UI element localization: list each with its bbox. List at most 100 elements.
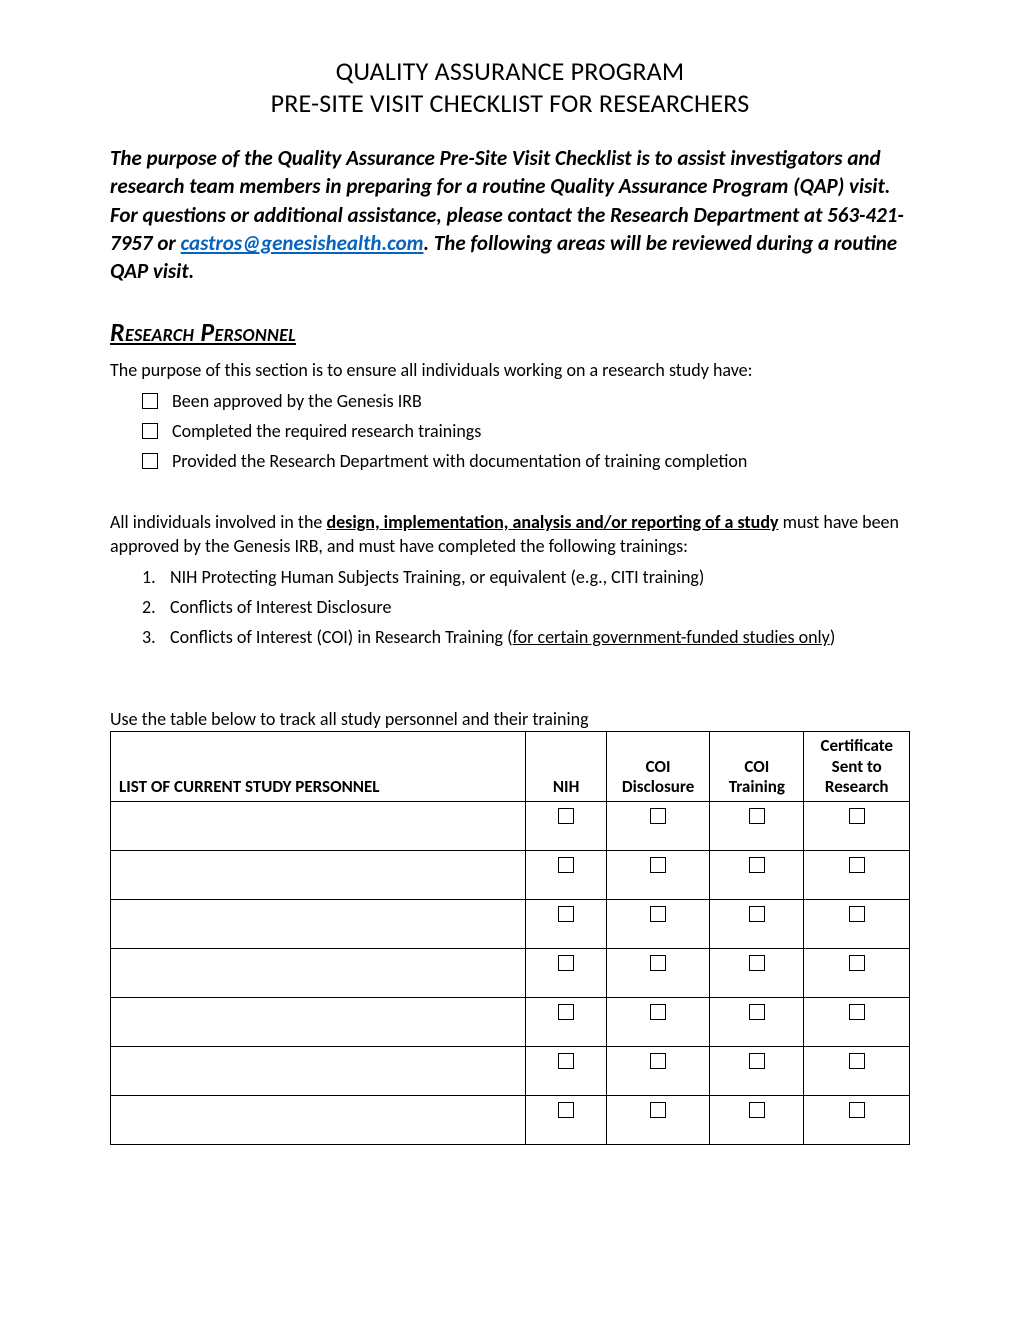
checkbox-icon[interactable] xyxy=(650,955,666,971)
contact-email-link[interactable]: castros@genesishealth.com xyxy=(181,230,424,256)
training-item-text-post: ) xyxy=(830,626,835,648)
cell-nih xyxy=(526,1047,607,1096)
checkbox-icon[interactable] xyxy=(142,453,158,469)
training-item-text: NIH Protecting Human Subjects Training, … xyxy=(170,566,704,588)
checkbox-icon[interactable] xyxy=(558,955,574,971)
trainings-intro-paragraph: All individuals involved in the design, … xyxy=(110,510,910,559)
cell-nih xyxy=(526,949,607,998)
checkbox-icon[interactable] xyxy=(849,808,865,824)
cell-coi-disclosure xyxy=(607,900,710,949)
cell-certificate xyxy=(804,998,910,1047)
cell-coi-training xyxy=(710,851,804,900)
cell-nih xyxy=(526,900,607,949)
title-line-1: QUALITY ASSURANCE PROGRAM xyxy=(110,55,910,87)
cell-coi-training xyxy=(710,1047,804,1096)
cell-coi-training xyxy=(710,1096,804,1145)
cell-nih xyxy=(526,802,607,851)
document-page: QUALITY ASSURANCE PROGRAM PRE-SITE VISIT… xyxy=(0,0,1020,1320)
title-line-2: PRE-SITE VISIT CHECKLIST FOR RESEARCHERS xyxy=(110,87,910,119)
cell-personnel-name[interactable] xyxy=(111,1047,526,1096)
cell-certificate xyxy=(804,900,910,949)
checkbox-icon[interactable] xyxy=(749,955,765,971)
cell-certificate xyxy=(804,802,910,851)
cell-coi-disclosure xyxy=(607,851,710,900)
checkbox-icon[interactable] xyxy=(749,906,765,922)
checkbox-icon[interactable] xyxy=(849,1053,865,1069)
checkbox-icon[interactable] xyxy=(142,393,158,409)
section-purpose-text: The purpose of this section is to ensure… xyxy=(110,358,910,382)
cell-personnel-name[interactable] xyxy=(111,851,526,900)
cell-personnel-name[interactable] xyxy=(111,1096,526,1145)
intro-paragraph: The purpose of the Quality Assurance Pre… xyxy=(110,144,910,286)
checklist-item: Been approved by the Genesis IRB xyxy=(142,388,910,416)
cell-coi-training xyxy=(710,900,804,949)
table-header-row: LIST OF CURRENT STUDY PERSONNEL NIH COI … xyxy=(111,732,910,802)
training-item-text-underline: for certain government-funded studies on… xyxy=(513,626,830,648)
checkbox-icon[interactable] xyxy=(558,1004,574,1020)
table-caption: Use the table below to track all study p… xyxy=(110,707,910,731)
checkbox-icon[interactable] xyxy=(558,808,574,824)
checkbox-icon[interactable] xyxy=(650,1102,666,1118)
col-header-nih: NIH xyxy=(526,732,607,802)
training-item-text: Conflicts of Interest Disclosure xyxy=(170,596,391,618)
checklist-item: Provided the Research Department with do… xyxy=(142,448,910,476)
personnel-table: LIST OF CURRENT STUDY PERSONNEL NIH COI … xyxy=(110,731,910,1145)
checklist-item-label: Completed the required research training… xyxy=(172,418,481,446)
cell-certificate xyxy=(804,949,910,998)
checkbox-icon[interactable] xyxy=(650,857,666,873)
checkbox-icon[interactable] xyxy=(849,906,865,922)
cell-nih xyxy=(526,1096,607,1145)
cell-personnel-name[interactable] xyxy=(111,998,526,1047)
cell-coi-disclosure xyxy=(607,949,710,998)
checkbox-icon[interactable] xyxy=(558,857,574,873)
checklist-item-label: Been approved by the Genesis IRB xyxy=(172,388,422,416)
cell-coi-disclosure xyxy=(607,1047,710,1096)
checkbox-icon[interactable] xyxy=(849,1102,865,1118)
table-row xyxy=(111,1096,910,1145)
checkbox-icon[interactable] xyxy=(558,1102,574,1118)
cell-personnel-name[interactable] xyxy=(111,802,526,851)
checkbox-icon[interactable] xyxy=(558,906,574,922)
requirements-checklist: Been approved by the Genesis IRB Complet… xyxy=(142,388,910,476)
training-item-number: 2. xyxy=(142,594,170,622)
checkbox-icon[interactable] xyxy=(749,1004,765,1020)
cell-nih xyxy=(526,998,607,1047)
cell-personnel-name[interactable] xyxy=(111,900,526,949)
checkbox-icon[interactable] xyxy=(650,1004,666,1020)
training-item: 3.Conflicts of Interest (COI) in Researc… xyxy=(142,624,910,652)
checkbox-icon[interactable] xyxy=(849,1004,865,1020)
table-body xyxy=(111,802,910,1145)
checklist-item: Completed the required research training… xyxy=(142,418,910,446)
cell-certificate xyxy=(804,851,910,900)
cell-personnel-name[interactable] xyxy=(111,949,526,998)
checkbox-icon[interactable] xyxy=(650,1053,666,1069)
table-row xyxy=(111,802,910,851)
cell-coi-training xyxy=(710,998,804,1047)
checkbox-icon[interactable] xyxy=(142,423,158,439)
training-item-number: 3. xyxy=(142,624,170,652)
checkbox-icon[interactable] xyxy=(558,1053,574,1069)
cell-certificate xyxy=(804,1096,910,1145)
checkbox-icon[interactable] xyxy=(749,857,765,873)
cell-coi-training xyxy=(710,802,804,851)
table-row xyxy=(111,949,910,998)
trainings-intro-emphasis: design, implementation, analysis and/or … xyxy=(326,511,778,533)
col-header-coi-disclosure: COI Disclosure xyxy=(607,732,710,802)
cell-nih xyxy=(526,851,607,900)
trainings-list: 1.NIH Protecting Human Subjects Training… xyxy=(142,564,910,652)
document-title: QUALITY ASSURANCE PROGRAM PRE-SITE VISIT… xyxy=(110,55,910,119)
checkbox-icon[interactable] xyxy=(650,808,666,824)
checkbox-icon[interactable] xyxy=(849,955,865,971)
checklist-item-label: Provided the Research Department with do… xyxy=(172,448,747,476)
trainings-intro-pre: All individuals involved in the xyxy=(110,511,326,533)
checkbox-icon[interactable] xyxy=(749,808,765,824)
table-row xyxy=(111,851,910,900)
checkbox-icon[interactable] xyxy=(749,1053,765,1069)
checkbox-icon[interactable] xyxy=(749,1102,765,1118)
col-header-certificate: Certificate Sent to Research xyxy=(804,732,910,802)
training-item: 1.NIH Protecting Human Subjects Training… xyxy=(142,564,910,592)
table-row xyxy=(111,998,910,1047)
table-row xyxy=(111,1047,910,1096)
checkbox-icon[interactable] xyxy=(849,857,865,873)
checkbox-icon[interactable] xyxy=(650,906,666,922)
